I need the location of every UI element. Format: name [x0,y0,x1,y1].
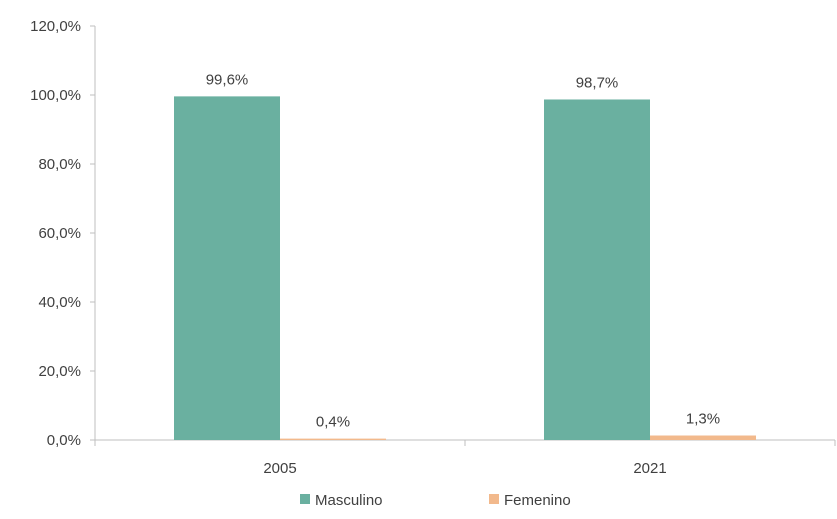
data-label: 98,7% [576,74,619,91]
bar [174,96,280,440]
legend-swatch [489,494,499,504]
y-tick-label: 0,0% [47,432,81,449]
x-tick-label: 2005 [263,460,296,477]
y-tick-label: 20,0% [38,363,81,380]
y-tick-label: 120,0% [30,18,81,35]
legend: Masculino Femenino [300,492,571,509]
x-axis: 2005 2021 [94,439,836,477]
bar [544,99,650,441]
legend-label: Femenino [504,492,571,509]
y-tick-label: 40,0% [38,294,81,311]
legend-swatch [300,494,310,504]
bar [280,438,386,440]
data-label: 0,4% [316,414,350,431]
data-label: 1,3% [686,411,720,428]
x-tick-label: 2021 [633,460,666,477]
y-tick-label: 100,0% [30,87,81,104]
bar [650,435,756,440]
y-tick-label: 60,0% [38,225,81,242]
data-label: 99,6% [206,71,249,88]
bars [174,96,756,441]
y-tick-label: 80,0% [38,156,81,173]
legend-label: Masculino [315,492,383,509]
data-labels: 99,6% 0,4% 98,7% 1,3% [206,71,720,430]
y-axis: 0,0% 20,0% 40,0% 60,0% 80,0% 100,0% 120,0% [30,18,96,449]
